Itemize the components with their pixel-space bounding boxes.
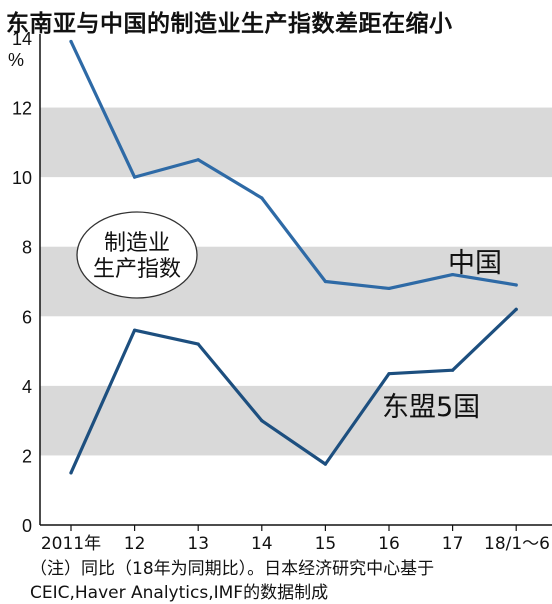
data-point [69,39,73,44]
y-tick-label: 6 [22,307,32,327]
y-tick-label: 14 [12,29,32,49]
y-tick-label: 12 [12,99,32,119]
source-note-line-2: CEIC,Haver Analytics,IMF的数据制成 [30,583,329,603]
y-tick-label: 10 [12,168,32,188]
series-label: 东盟5国 [382,392,480,423]
series-line-china [69,39,518,291]
data-point [451,368,455,372]
x-tick-label: 18/1～6 [484,534,550,554]
data-point [196,342,200,346]
annotation-ellipse [76,211,198,299]
data-point [514,307,518,311]
data-point [451,272,455,277]
y-tick-label: 0 [22,516,32,536]
x-tick-label: 12 [124,534,146,554]
x-tick-label: 2011年 [41,534,101,554]
grid-band [40,107,552,178]
source-note-line-1: （注）同比（18年为同期比）。日本经济研究中心基于 [30,559,435,579]
chart-title: 东南亚与中国的制造业生产指数差距在缩小 [6,11,453,37]
x-tick-label: 16 [378,534,400,554]
x-tick-label: 15 [315,534,337,554]
data-point [323,279,327,284]
y-tick-labels: 0 2 4 6 8 10 12 14% [8,29,32,536]
series-line-asean5 [69,307,518,475]
data-point [196,158,200,162]
y-tick-label: 4 [22,377,32,397]
data-point [260,196,264,200]
x-tick-label: 13 [187,534,209,554]
annotation-group: 制造业生产指数 [76,211,198,299]
x-tick-label: 17 [442,534,464,554]
data-point [387,286,391,291]
annotation-text-line-1: 制造业 [104,231,170,256]
data-point [387,372,391,376]
y-unit-label: % [8,50,24,70]
y-tick-label: 2 [22,446,32,466]
data-point [323,462,327,466]
data-point [133,175,137,179]
annotation-text-line-2: 生产指数 [93,257,181,282]
data-point [260,419,264,423]
axes [39,34,552,531]
data-point [69,471,73,475]
data-point [514,283,518,287]
y-tick-label: 8 [22,238,32,258]
x-tick-labels: 2011年 12 13 14 15 16 17 18/1～6 [41,534,550,554]
x-tick-label: 14 [251,534,273,554]
data-point [133,328,137,332]
series-label: 中国 [448,248,502,279]
